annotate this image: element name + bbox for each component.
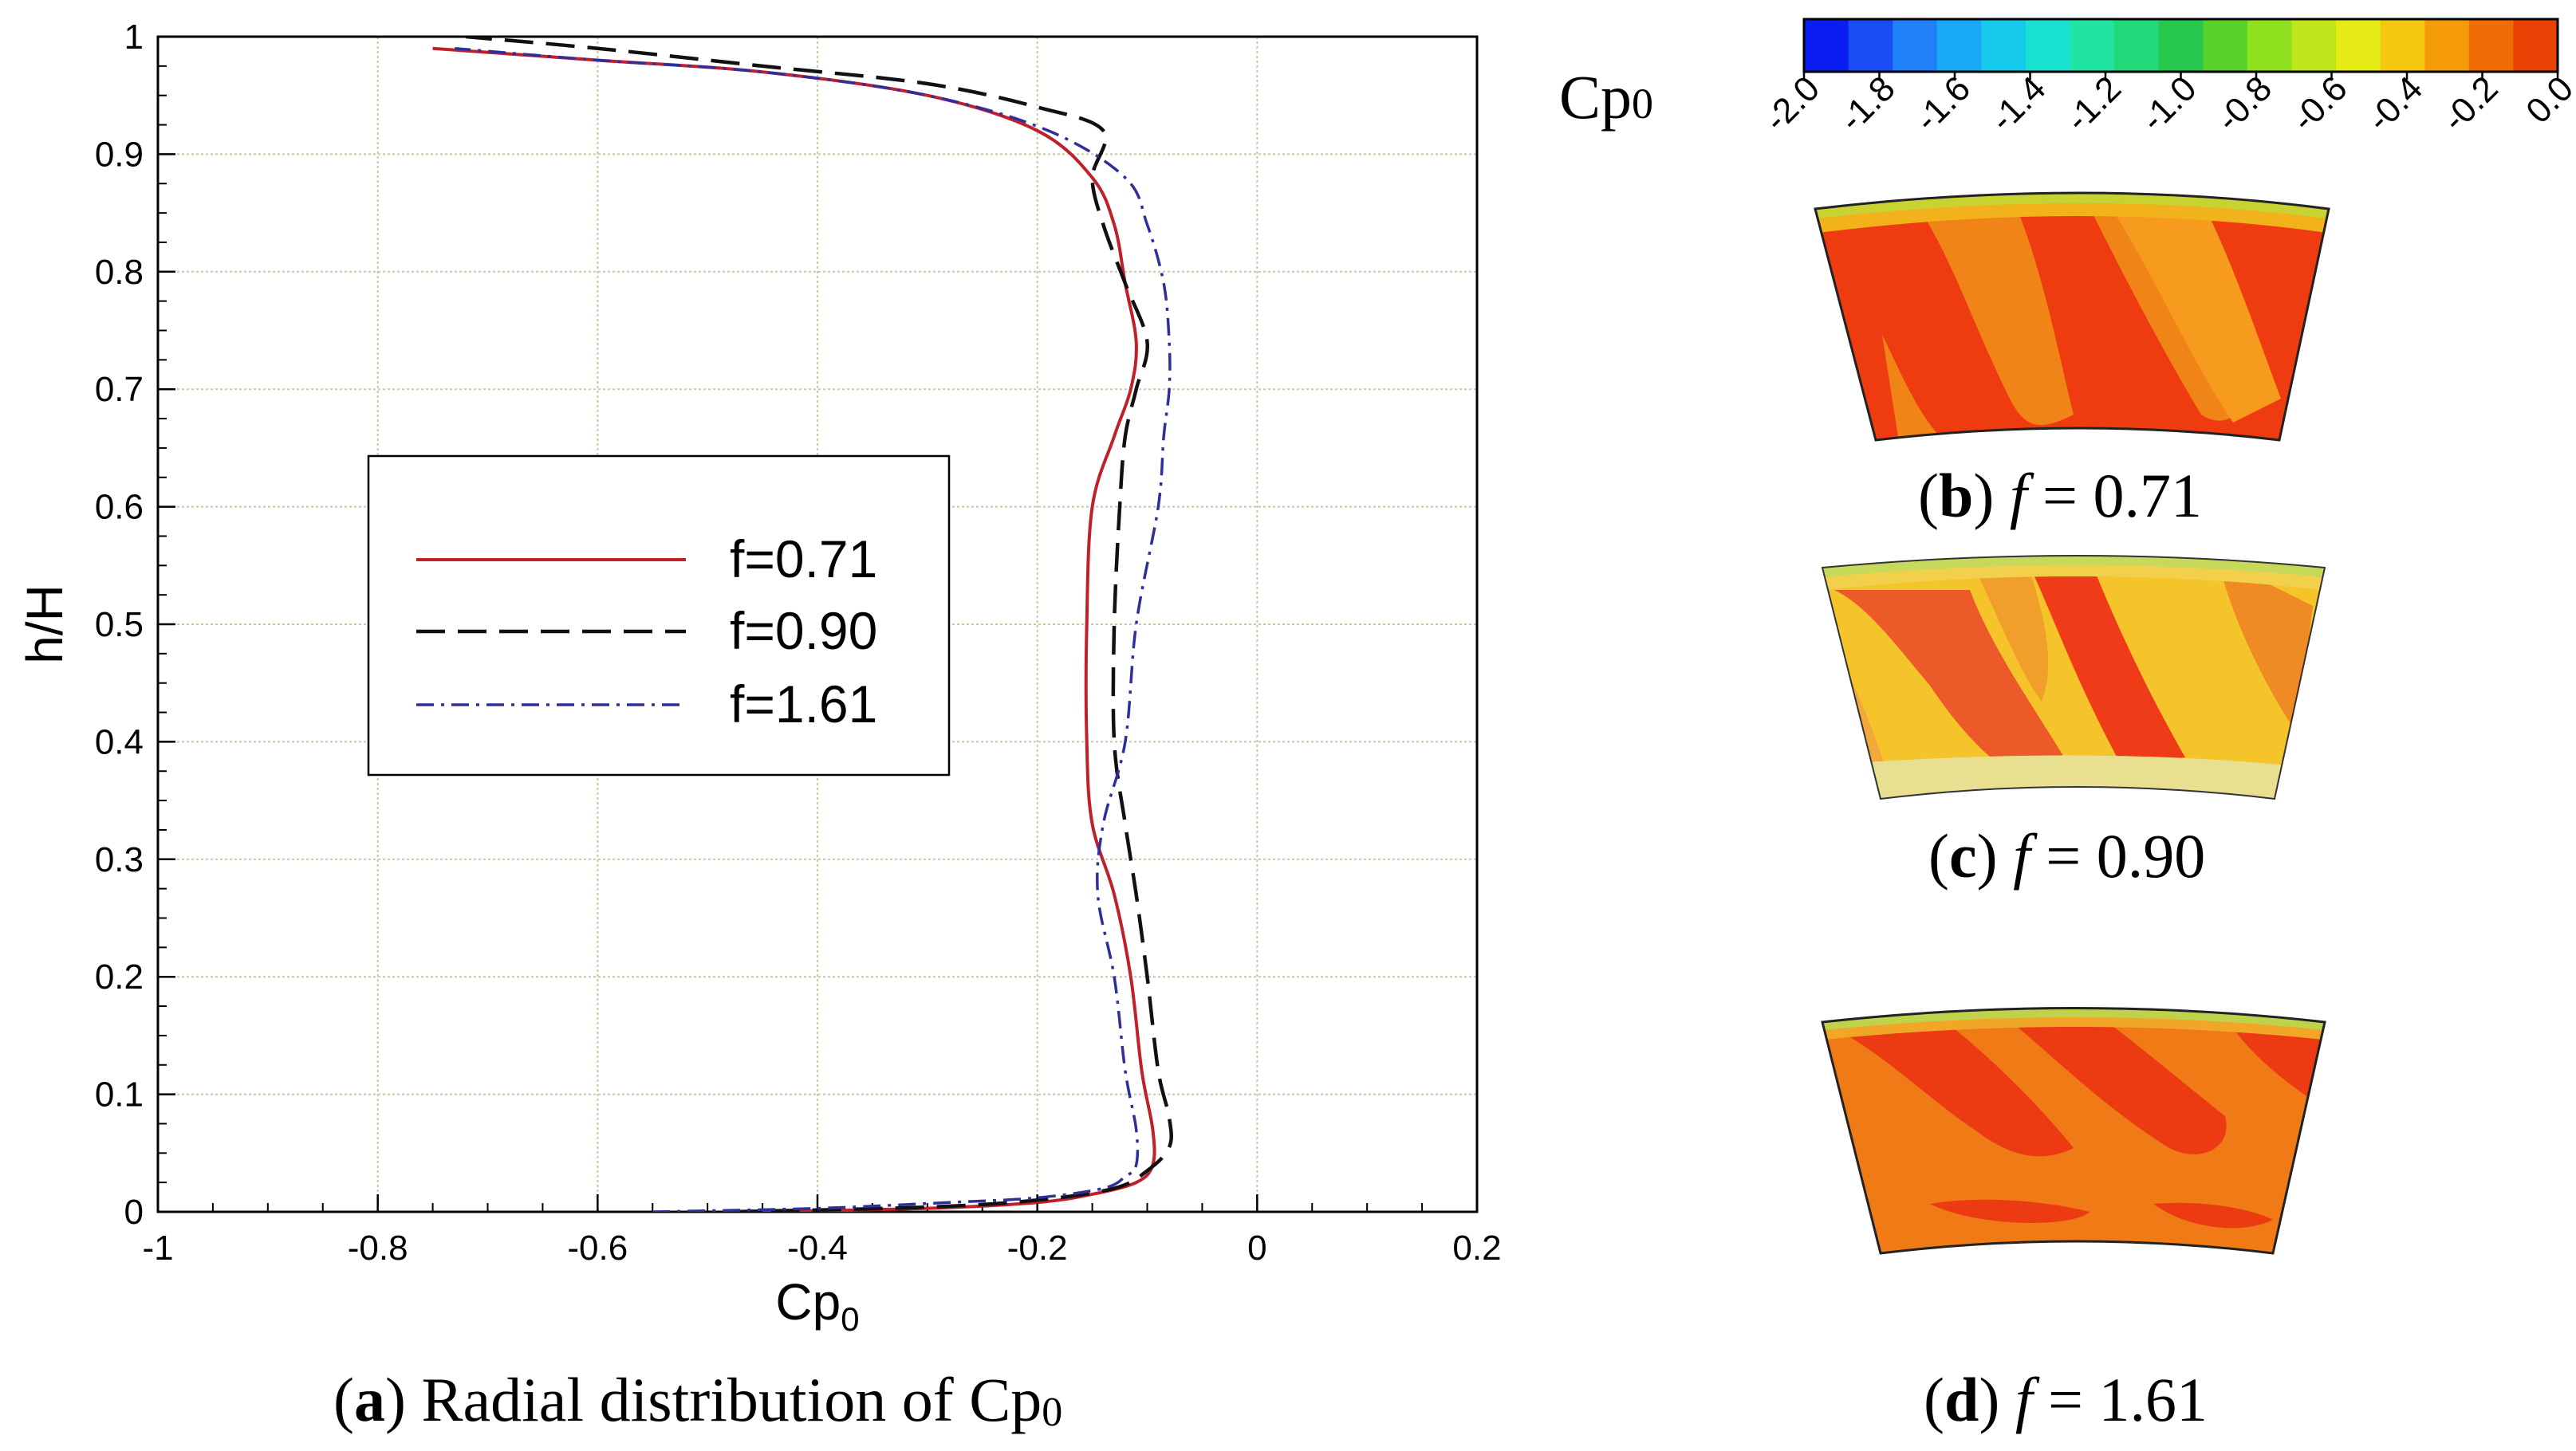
- colorbar-swatch: [1848, 19, 1893, 72]
- colorbar-swatch: [2114, 19, 2160, 72]
- legend-label-f161: f=1.61: [730, 674, 877, 733]
- legend-box: [367, 454, 951, 777]
- legend-label-f071: f=0.71: [730, 529, 877, 588]
- colorbar-swatch: [2380, 19, 2425, 72]
- colorbar-swatches: [1804, 19, 2558, 72]
- y-tick-label: 1: [124, 18, 144, 57]
- x-tick-label: -0.6: [567, 1229, 628, 1268]
- x-axis-ticks: -1 -0.8 -0.6 -0.4 -0.2 0 0.2: [142, 1194, 1502, 1268]
- x-tick-label: -0.4: [787, 1229, 848, 1268]
- y-tick-label: 0.8: [95, 253, 144, 292]
- colorbar-swatch: [1804, 19, 1849, 72]
- colorbar-tick-label: -1.6: [1908, 69, 1978, 139]
- colorbar-tick-label: -1.0: [2133, 69, 2204, 139]
- colorbar-tick-label: -1.2: [2058, 69, 2129, 139]
- x-tick-label: -0.8: [348, 1229, 408, 1268]
- sector-outline-b: [1814, 191, 2330, 442]
- colorbar-tick-label: -0.6: [2284, 69, 2354, 139]
- colorbar-tick-label: 0.0: [2519, 69, 2576, 131]
- colorbar-tick-label: -0.8: [2209, 69, 2279, 139]
- y-tick-label: 0.7: [95, 370, 144, 409]
- colorbar-tick-label: -2.0: [1757, 69, 1827, 139]
- sector-outline-d: [1821, 1007, 2326, 1255]
- y-axis-label: h/H: [16, 584, 73, 664]
- y-tick-label: 0.5: [95, 605, 144, 644]
- colorbar: Cp0 -2.0 -1.8 -1.6 -1.4 -1.2 -1.0 -0.8 -0.6 -0.4…: [1559, 18, 2576, 140]
- colorbar-swatch: [2158, 19, 2204, 72]
- legend: f=0.71 f=0.90 f=1.61: [367, 454, 951, 777]
- colorbar-tick-label: -0.4: [2360, 69, 2430, 139]
- colorbar-tick-label: -1.8: [1832, 69, 1902, 139]
- series-line-f161: [455, 46, 1172, 1212]
- y-tick-label: 0.1: [95, 1075, 144, 1115]
- y-tick-label: 0: [124, 1193, 144, 1232]
- colorbar-swatch: [2070, 19, 2115, 72]
- x-tick-label: 0.2: [1452, 1229, 1501, 1268]
- colorbar-swatch: [2291, 19, 2337, 72]
- radial-cp-chart: -1 -0.8 -0.6 -0.4 -0.2 0 0.2 00.10.20.30.40.50…: [16, 18, 1502, 1338]
- contour-panel-c: [1821, 555, 2326, 800]
- colorbar-swatch: [1936, 19, 1982, 72]
- colorbar-tick-label: -0.2: [2435, 69, 2505, 139]
- colorbar-swatch: [2025, 19, 2071, 72]
- colorbar-swatch: [1981, 19, 2027, 72]
- x-tick-label: 0: [1247, 1229, 1266, 1268]
- y-tick-label: 0.4: [95, 722, 144, 761]
- y-tick-label: 0.9: [95, 135, 144, 174]
- colorbar-tick-label: -1.4: [1983, 69, 2053, 139]
- colorbar-swatch: [2247, 19, 2293, 72]
- x-tick-label: -0.2: [1007, 1229, 1068, 1268]
- y-axis-ticks: 0 0.1 0.2 0.3 0.4 0.5 0.6 0.7 0.8 0.9 1: [95, 18, 175, 1232]
- y-tick-label: 0.6: [95, 488, 144, 527]
- colorbar-swatch: [2424, 19, 2470, 72]
- y-tick-label: 0.3: [95, 840, 144, 879]
- caption-b: (b) f = 0.71: [1918, 461, 2202, 530]
- contour-panel-b: [1814, 191, 2330, 442]
- contour-panel-d: [1821, 1007, 2326, 1255]
- legend-label-f090: f=0.90: [730, 601, 877, 660]
- caption-c: (c) f = 0.90: [1928, 821, 2205, 891]
- colorbar-swatch: [2203, 19, 2248, 72]
- colorbar-swatch: [2336, 19, 2381, 72]
- colorbar-title: Cp0: [1559, 62, 1653, 132]
- series-line-f090: [465, 37, 1173, 1212]
- sector-outline-c: [1821, 555, 2326, 800]
- x-axis-label: Cp0: [775, 1273, 859, 1338]
- x-tick-label: -1: [142, 1229, 173, 1268]
- colorbar-swatch: [1893, 19, 1938, 72]
- colorbar-ticks: -2.0 -1.8 -1.6 -1.4 -1.2 -1.0 -0.8 -0.6 -0.4 -0.2…: [1757, 69, 2576, 139]
- series-line-f071: [432, 46, 1156, 1212]
- caption-a: (a) Radial distribution of Cp0: [333, 1365, 1062, 1435]
- caption-d: (d) f = 1.61: [1924, 1365, 2208, 1434]
- colorbar-swatch: [2513, 19, 2558, 72]
- colorbar-swatch: [2468, 19, 2515, 72]
- y-tick-label: 0.2: [95, 958, 144, 997]
